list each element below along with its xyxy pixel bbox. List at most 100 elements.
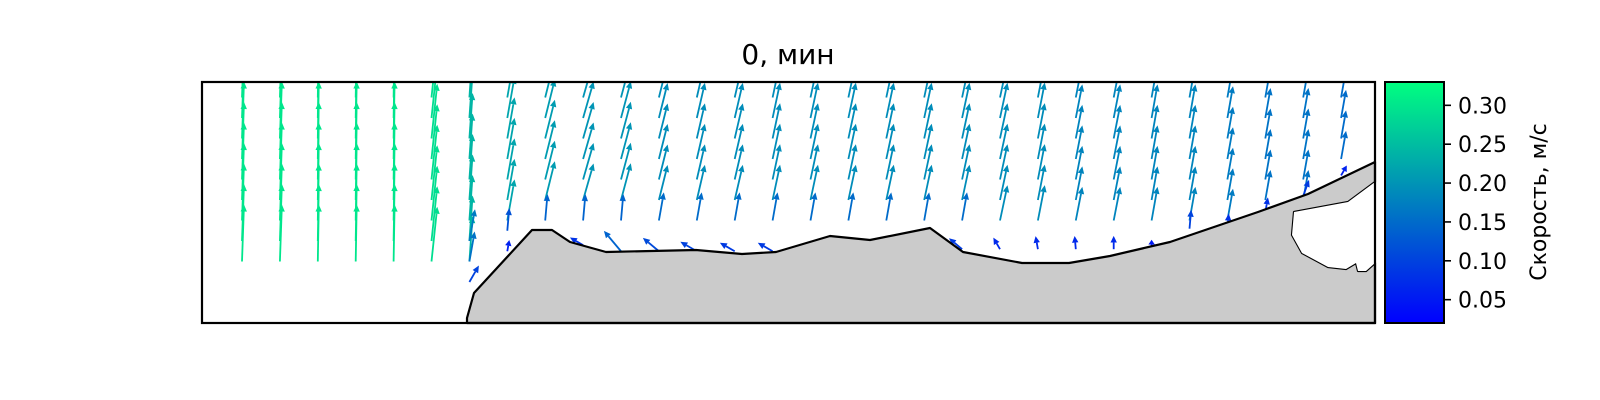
- vector-head: [626, 61, 632, 69]
- vector-shaft: [923, 109, 932, 139]
- vector-shaft: [1264, 82, 1269, 98]
- vector-head: [1148, 239, 1155, 245]
- vector-head: [1187, 209, 1194, 218]
- vector-arrow: [658, 82, 670, 119]
- vector-arrow: [733, 82, 740, 98]
- vector-arrow: [1074, 145, 1085, 180]
- vector-head: [1191, 64, 1197, 71]
- vector-head: [1040, 164, 1047, 173]
- vector-shaft: [1112, 111, 1120, 139]
- vector-head: [851, 144, 858, 152]
- vector-arrow: [241, 82, 244, 98]
- vector-head: [889, 123, 896, 132]
- vector-shaft: [506, 83, 515, 119]
- vector-head: [813, 82, 820, 91]
- vector-arrow-near-wall: [993, 237, 1001, 250]
- vector-shaft: [1150, 111, 1158, 139]
- vector-arrow-near-wall: [581, 194, 588, 221]
- vector-arrow: [847, 82, 858, 119]
- vector-arrow: [771, 103, 782, 139]
- vector-head: [1341, 89, 1348, 98]
- vector-shaft: [771, 130, 780, 160]
- vector-arrow: [961, 164, 972, 201]
- vector-head: [1077, 104, 1085, 113]
- vector-shaft: [725, 245, 736, 253]
- vector-arrow: [506, 117, 517, 160]
- vector-head: [1341, 165, 1347, 173]
- vector-arrow: [771, 144, 782, 180]
- vector-head: [1040, 103, 1047, 111]
- vector-head: [391, 41, 397, 48]
- vector-arrow-near-wall: [695, 192, 704, 221]
- vector-arrow-near-wall: [809, 192, 818, 221]
- vector-shaft: [999, 89, 1007, 119]
- vector-arrow: [1150, 104, 1160, 139]
- vector-arrow: [1150, 84, 1160, 119]
- vector-shaft: [1226, 92, 1233, 119]
- vector-head: [588, 122, 595, 131]
- vector-head: [1002, 144, 1010, 152]
- chart-title: 0, мин: [741, 38, 834, 71]
- vector-shaft: [1150, 173, 1158, 201]
- vector-head: [965, 82, 972, 91]
- vector-head: [433, 63, 439, 70]
- vector-shaft: [1302, 82, 1307, 98]
- vector-head: [470, 209, 477, 217]
- vector-arrow: [771, 123, 782, 160]
- vector-head: [1153, 166, 1160, 174]
- vector-arrow: [999, 164, 1010, 201]
- vector-head: [700, 103, 707, 111]
- vector-head: [625, 101, 633, 110]
- vector-head: [603, 230, 611, 239]
- vector-shaft: [1302, 94, 1309, 119]
- vector-shaft: [468, 140, 473, 180]
- vector-arrow: [1112, 104, 1123, 139]
- vector-shaft: [885, 199, 891, 221]
- vector-head: [1229, 66, 1235, 73]
- vector-arrow: [506, 97, 517, 139]
- vector-shaft: [771, 171, 780, 201]
- vector-shaft: [1037, 130, 1045, 160]
- vector-head: [433, 43, 439, 50]
- vector-head: [662, 144, 670, 153]
- vector-shaft: [733, 89, 743, 119]
- vector-shaft: [771, 109, 780, 139]
- vector-arrow: [1074, 104, 1085, 139]
- vector-head: [472, 265, 479, 274]
- vector-shaft: [582, 128, 593, 160]
- vector-shaft: [1112, 173, 1120, 201]
- vector-head: [949, 238, 957, 246]
- vector-arrow: [923, 103, 934, 139]
- vector-arrow: [885, 123, 896, 160]
- vector-head: [1191, 125, 1198, 133]
- vector-head: [962, 192, 969, 200]
- vector-head: [775, 144, 782, 152]
- vector-arrow: [999, 82, 1010, 119]
- vector-head: [889, 82, 896, 91]
- vector-arrow: [923, 82, 929, 98]
- vector-shaft: [1264, 115, 1271, 139]
- vector-shaft: [544, 106, 555, 139]
- vector-head: [735, 192, 742, 200]
- vector-shaft: [1112, 132, 1120, 160]
- vector-head: [550, 99, 557, 108]
- vector-head: [625, 122, 633, 130]
- vector-head: [1115, 104, 1123, 113]
- vector-arrow: [733, 144, 745, 180]
- vector-shaft: [354, 82, 357, 98]
- vector-head: [738, 103, 745, 111]
- vector-head: [1341, 130, 1348, 139]
- vector-arrow: [1188, 166, 1198, 201]
- vector-shaft: [847, 199, 854, 221]
- vector-arrow: [1340, 110, 1348, 139]
- obstacle-pocket: [1292, 182, 1375, 271]
- vector-arrow: [733, 103, 745, 139]
- vector-shaft: [468, 99, 473, 139]
- vector-head: [1110, 235, 1117, 243]
- vector-head: [1077, 125, 1085, 133]
- vector-head: [1040, 185, 1047, 193]
- vector-shaft: [999, 109, 1007, 139]
- vector-arrow-near-wall: [1302, 179, 1310, 197]
- vector-shaft: [847, 171, 856, 201]
- vector-arrow: [1037, 103, 1047, 139]
